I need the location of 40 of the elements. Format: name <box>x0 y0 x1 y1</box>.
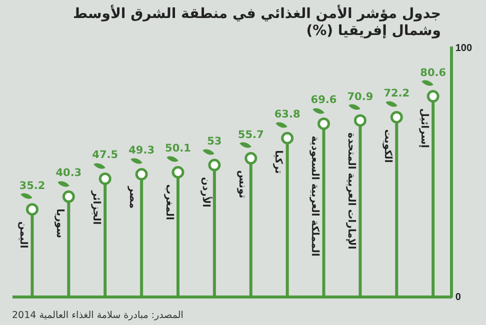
y-tick-label: 100 <box>455 42 472 54</box>
point <box>98 172 112 185</box>
point <box>354 114 366 127</box>
x-tick-label: المغرب <box>163 184 174 220</box>
data-label: 55.7 <box>238 128 264 141</box>
point <box>318 117 330 130</box>
point <box>426 90 440 103</box>
x-tick-label: مصر <box>126 185 138 209</box>
point <box>26 203 38 216</box>
x-tick-label: تركيا <box>272 150 284 174</box>
data-label: 47.5 <box>92 149 118 162</box>
point <box>172 166 184 178</box>
chart-title: جدول مؤشر الأمن الغذائي في منطقة الشرق الأوسط وشمال إفريقيا (%) <box>72 6 441 40</box>
x-tick-label: إسرائيل <box>418 108 430 148</box>
data-label: 53 <box>207 136 222 148</box>
x-tick-label: سوريا <box>54 208 66 238</box>
x-tick-label: تونس <box>236 170 248 198</box>
data-label: 50.1 <box>165 142 191 155</box>
x-tick-label: الإمارات العربية المتحدة <box>346 132 357 250</box>
point <box>135 168 148 180</box>
data-label: 49.3 <box>128 144 155 157</box>
data-label: 70.9 <box>347 90 374 103</box>
x-tick-label: الجزائر <box>90 190 102 225</box>
data-label: 72.2 <box>384 88 410 100</box>
data-label: 80.6 <box>420 66 446 79</box>
point <box>281 132 294 144</box>
point <box>390 110 403 124</box>
data-label: 63.8 <box>274 108 300 121</box>
data-label: 40.3 <box>56 167 82 180</box>
point <box>62 190 75 203</box>
point <box>244 152 258 165</box>
data-label: 35.2 <box>19 180 46 192</box>
x-tick-label: اليمن <box>18 221 29 248</box>
data-label: 69.6 <box>310 94 337 106</box>
y-tick-label: 0 <box>455 292 462 303</box>
point <box>208 158 221 172</box>
text: المصدر: مبادرة سلامة الغذاء العالمية 2014 <box>12 310 184 321</box>
x-tick-label: الكويت <box>382 129 394 163</box>
x-tick-label: المملكة العربية السعودية <box>309 136 320 256</box>
x-tick-label: الأردن <box>200 177 213 208</box>
